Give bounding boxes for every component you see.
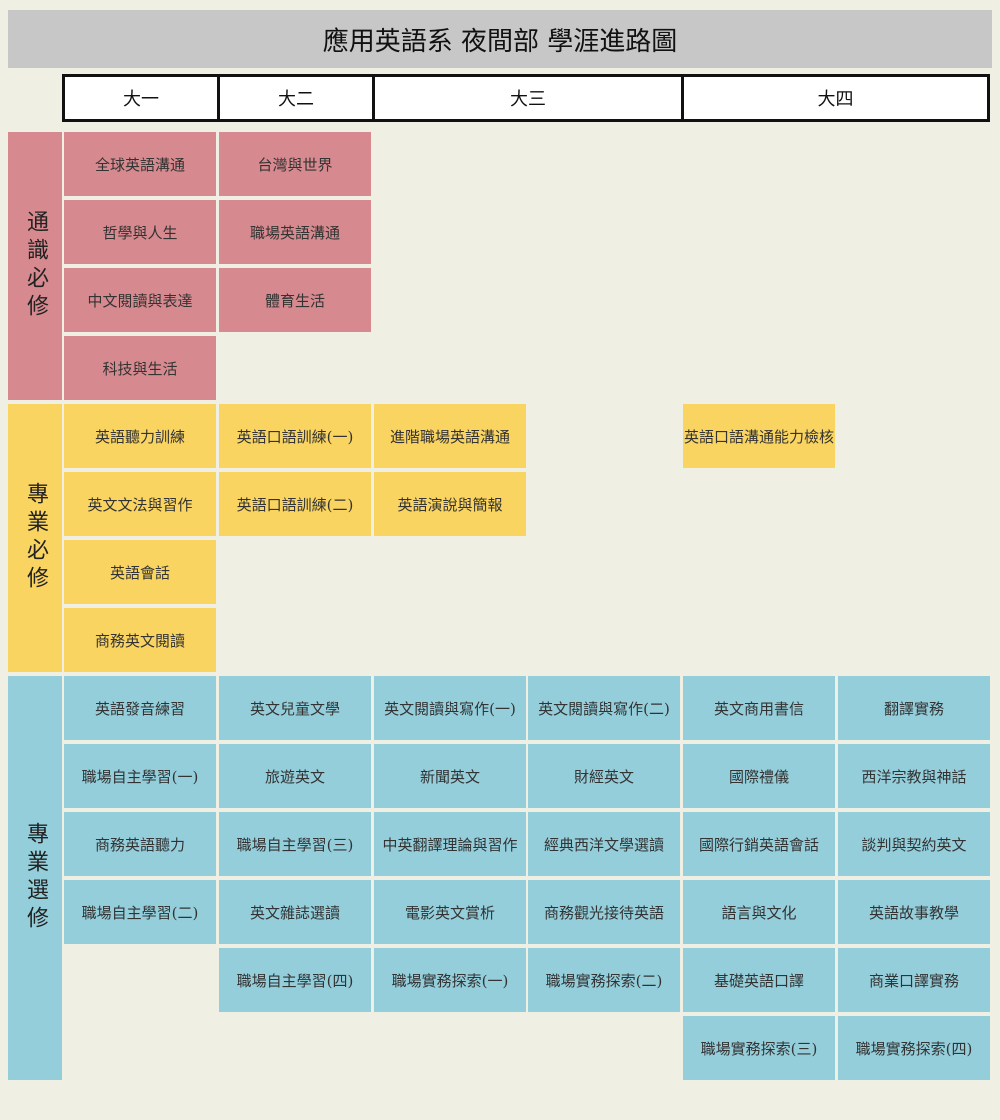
course-cell: 商務觀光接待英語 [528,880,680,944]
course-cell: 職場自主學習(四) [219,948,371,1012]
course-cell: 台灣與世界 [219,132,371,196]
course-cell: 英語口語訓練(二) [219,472,371,536]
section-major-required: 專業必修 [8,404,62,672]
course-cell: 中文閱讀與表達 [64,268,216,332]
course-cell: 基礎英語口譯 [683,948,835,1012]
course-cell: 職場實務探索(三) [683,1016,835,1080]
course-cell: 職場實務探索(二) [528,948,680,1012]
course-cell: 西洋宗教與神話 [838,744,990,808]
course-cell: 經典西洋文學選讀 [528,812,680,876]
course-cell: 英文文法與習作 [64,472,216,536]
course-cell: 全球英語溝通 [64,132,216,196]
section-label: 專業選修 [23,822,48,934]
course-cell: 商務英語聽力 [64,812,216,876]
course-cell: 職場自主學習(三) [219,812,371,876]
course-cell: 進階職場英語溝通 [374,404,526,468]
course-cell: 英語口語溝通能力檢核 [683,404,835,468]
course-cell: 英文商用書信 [683,676,835,740]
course-cell: 職場自主學習(一) [64,744,216,808]
year-header: 大一 大二 大三 大四 [62,74,990,122]
course-cell: 國際禮儀 [683,744,835,808]
year-3-label: 大三 [375,77,684,119]
course-cell: 語言與文化 [683,880,835,944]
course-cell: 職場實務探索(一) [374,948,526,1012]
year-1-label: 大一 [65,77,220,119]
course-cell: 英語故事教學 [838,880,990,944]
course-cell: 英語會話 [64,540,216,604]
course-cell: 國際行銷英語會話 [683,812,835,876]
course-cell: 商業口譯實務 [838,948,990,1012]
course-cell: 英文兒童文學 [219,676,371,740]
year-2-label: 大二 [220,77,375,119]
page-title: 應用英語系 夜間部 學涯進路圖 [8,10,992,68]
section-label: 通識必修 [23,210,48,322]
course-cell: 英語口語訓練(一) [219,404,371,468]
course-cell: 新聞英文 [374,744,526,808]
section-label: 專業必修 [23,482,48,594]
course-cell: 英文閱讀與寫作(一) [374,676,526,740]
course-cell: 職場英語溝通 [219,200,371,264]
course-cell: 談判與契約英文 [838,812,990,876]
course-cell: 電影英文賞析 [374,880,526,944]
course-cell: 哲學與人生 [64,200,216,264]
course-cell: 英語聽力訓練 [64,404,216,468]
course-cell: 中英翻譯理論與習作 [374,812,526,876]
course-cell: 職場實務探索(四) [838,1016,990,1080]
course-cell: 商務英文閱讀 [64,608,216,672]
year-4-label: 大四 [817,89,854,110]
course-cell: 財經英文 [528,744,680,808]
course-cell: 英語演說與簡報 [374,472,526,536]
course-cell: 職場自主學習(二) [64,880,216,944]
course-cell: 英文雜誌選讀 [219,880,371,944]
section-major-elective: 專業選修 [8,676,62,1080]
course-cell: 科技與生活 [64,336,216,400]
course-cell: 體育生活 [219,268,371,332]
course-cell: 翻譯實務 [838,676,990,740]
course-cell: 旅遊英文 [219,744,371,808]
section-general-required: 通識必修 [8,132,62,400]
course-cell: 英文閱讀與寫作(二) [528,676,680,740]
course-cell: 英語發音練習 [64,676,216,740]
